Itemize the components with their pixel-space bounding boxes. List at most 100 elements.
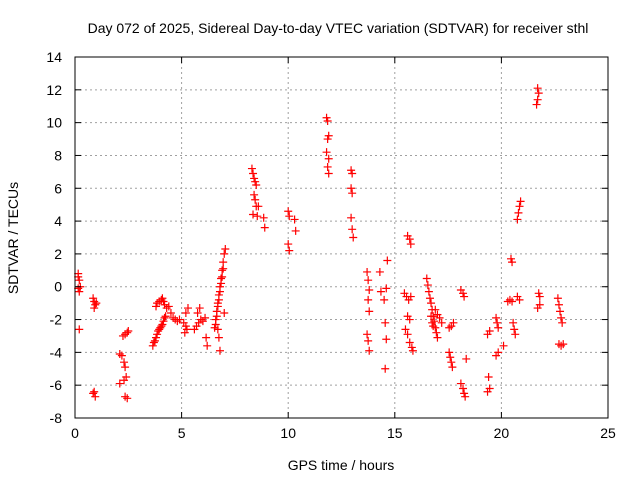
data-point: [365, 346, 374, 355]
data-point: [376, 287, 385, 296]
data-point: [447, 358, 456, 367]
data-point: [150, 336, 159, 345]
data-point: [425, 294, 434, 303]
data-point: [121, 330, 130, 339]
data-point: [214, 333, 223, 342]
data-point: [407, 343, 416, 352]
data-point: [252, 180, 261, 189]
data-point: [260, 223, 269, 232]
data-point: [460, 389, 469, 398]
data-point: [533, 95, 542, 104]
grid-lines: [75, 57, 608, 418]
data-point: [422, 274, 431, 283]
data-point: [120, 376, 129, 385]
data-point: [90, 387, 99, 396]
data-point: [435, 313, 444, 322]
data-point: [424, 287, 433, 296]
data-point: [556, 307, 565, 316]
data-point: [553, 294, 562, 303]
data-point: [534, 289, 543, 298]
data-point: [161, 312, 170, 321]
data-point: [347, 213, 356, 222]
data-point: [494, 323, 503, 332]
data-point: [115, 379, 124, 388]
data-point: [181, 322, 190, 331]
data-point: [554, 300, 563, 309]
data-point: [456, 379, 465, 388]
data-point: [405, 338, 414, 347]
data-point: [117, 351, 126, 360]
data-point: [433, 333, 442, 342]
data-point: [514, 208, 523, 217]
data-point: [513, 215, 522, 224]
data-point: [159, 297, 168, 306]
data-point: [363, 267, 372, 276]
data-point: [382, 284, 391, 293]
y-tick-label: 10: [46, 115, 62, 131]
data-point: [120, 358, 129, 367]
data-point: [532, 100, 541, 109]
data-point: [148, 341, 157, 350]
data-point: [508, 297, 517, 306]
data-point: [220, 249, 229, 258]
data-point: [322, 113, 331, 122]
data-point: [259, 213, 268, 222]
data-point: [285, 212, 294, 221]
data-point: [203, 341, 212, 350]
data-point: [494, 348, 503, 357]
data-point: [215, 346, 224, 355]
data-point: [381, 364, 390, 373]
data-point: [347, 184, 356, 193]
y-tick-label: -2: [50, 312, 63, 328]
data-point: [211, 320, 220, 329]
data-point: [484, 372, 493, 381]
data-point: [149, 338, 158, 347]
x-axis-ticks: 0 5 10 15 20 25: [71, 57, 616, 441]
data-point: [348, 169, 357, 178]
data-points: [74, 84, 568, 403]
data-point: [446, 353, 455, 362]
x-tick-label: 25: [600, 425, 616, 441]
data-point: [166, 308, 175, 317]
data-point: [158, 320, 167, 329]
data-point: [431, 305, 440, 314]
data-point: [448, 363, 457, 372]
data-point: [516, 197, 525, 206]
data-point: [121, 392, 130, 401]
data-point: [324, 169, 333, 178]
data-point: [533, 84, 542, 93]
data-point: [214, 295, 223, 304]
data-point: [382, 335, 391, 344]
data-point: [213, 325, 222, 334]
data-point: [254, 202, 263, 211]
data-point: [153, 330, 162, 339]
y-tick-label: -4: [50, 344, 63, 360]
data-point: [535, 292, 544, 301]
data-point: [445, 348, 454, 357]
y-tick-label: 6: [54, 180, 62, 196]
data-point: [483, 387, 492, 396]
x-tick-label: 10: [280, 425, 296, 441]
data-point: [215, 287, 224, 296]
data-point: [449, 318, 458, 327]
data-point: [181, 308, 190, 317]
data-point: [427, 299, 436, 308]
data-point: [220, 308, 229, 317]
data-point: [75, 276, 84, 285]
data-point: [284, 240, 293, 249]
data-point: [221, 244, 230, 253]
y-tick-label: 14: [46, 49, 62, 65]
x-tick-label: 5: [178, 425, 186, 441]
data-point: [285, 246, 294, 255]
data-point: [75, 325, 84, 334]
y-tick-label: 8: [54, 147, 62, 163]
data-point: [323, 116, 332, 125]
data-point: [509, 318, 518, 327]
data-point: [180, 328, 189, 337]
data-point: [250, 190, 259, 199]
data-point: [363, 330, 372, 339]
data-point: [91, 392, 100, 401]
data-point: [158, 294, 167, 303]
data-point: [213, 302, 222, 311]
